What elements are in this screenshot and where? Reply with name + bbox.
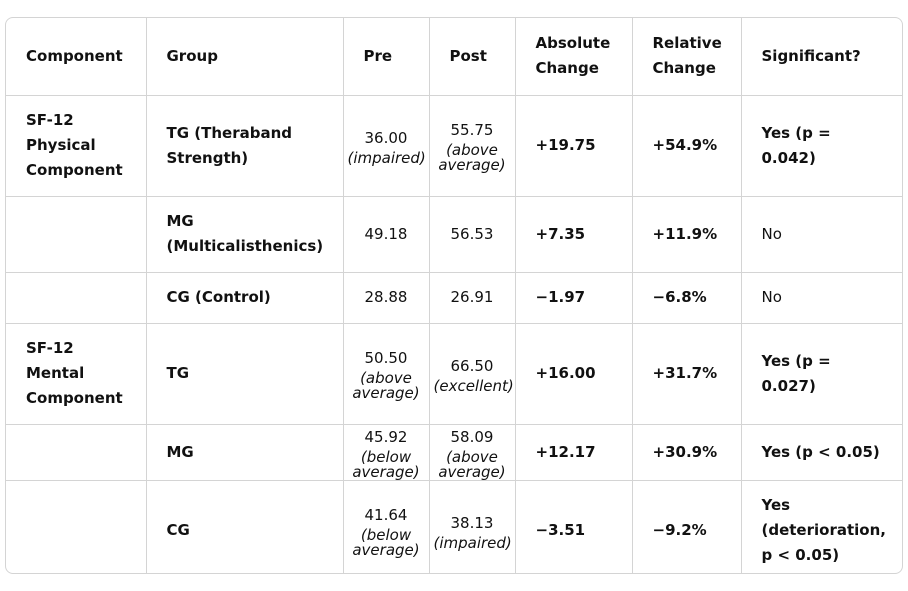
column-header: Component: [6, 18, 147, 96]
pre-cell: 50.50 (above average): [343, 323, 430, 425]
component-cell: [6, 196, 147, 273]
group-cell: MG (Multicalisthenics): [146, 196, 344, 273]
post-value: 58.09: [450, 427, 494, 446]
component-cell: SF-12 Physical Component: [6, 95, 147, 197]
pre-cell: 28.88: [343, 272, 430, 324]
absolute-change: +16.00: [515, 323, 633, 425]
post-value: 56.53: [450, 224, 494, 243]
post-note: (impaired): [433, 533, 512, 552]
table-body: SF-12 Physical Component TG (Theraband St…: [6, 95, 902, 573]
group-cell: CG: [146, 480, 344, 573]
group-cell: TG (Theraband Strength): [146, 95, 344, 197]
post-note: (above average): [438, 447, 506, 481]
table-row: MG 45.92 (below average) 58.09 (above averag…: [6, 424, 902, 481]
group-cell: TG: [146, 323, 344, 425]
post-cell: 26.91: [429, 272, 516, 324]
table-row: MG (Multicalisthenics) 49.18 56.53 +7.35 +11…: [6, 196, 902, 273]
pre-value: 28.88: [364, 288, 408, 306]
component-cell: [6, 480, 147, 573]
relative-change: +30.9%: [632, 424, 742, 481]
post-value: 38.13: [450, 513, 494, 532]
group-cell: MG: [146, 424, 344, 481]
pre-cell: 41.64 (below average): [343, 480, 430, 573]
pre-note: (impaired): [347, 148, 426, 167]
post-cell: 56.53: [429, 196, 516, 273]
post-note: (excellent): [433, 376, 514, 395]
component-cell: [6, 272, 147, 324]
column-header: Post: [429, 18, 516, 96]
table-card: Component Group Pre Post Absolute Change Rela…: [5, 17, 903, 574]
significance: Yes (deterioration, p < 0.05): [761, 496, 886, 565]
significance: No: [741, 272, 902, 324]
absolute-change: +12.17: [515, 424, 633, 481]
absolute-change: −3.51: [515, 480, 633, 573]
component-cell: [6, 424, 147, 481]
table-row: SF-12 Mental Component TG 50.50 (above aver…: [6, 323, 902, 425]
relative-change: +54.9%: [632, 95, 742, 197]
column-header: Relative Change: [632, 18, 742, 96]
post-cell: 58.09 (above average): [429, 424, 516, 481]
post-value: 55.75: [450, 121, 494, 139]
column-header: Significant?: [741, 18, 902, 96]
relative-change: −9.2%: [632, 480, 742, 573]
post-cell: 66.50 (excellent): [429, 323, 516, 425]
pre-note: (below average): [352, 526, 420, 560]
column-header: Group: [146, 18, 344, 96]
absolute-change: +19.75: [515, 95, 633, 197]
column-header: Pre: [343, 18, 430, 96]
pre-value: 50.50: [364, 349, 408, 367]
post-value: 66.50: [450, 356, 494, 375]
post-cell: 55.75 (above average): [429, 95, 516, 197]
post-cell: 38.13 (impaired): [429, 480, 516, 573]
table-row: CG 41.64 (below average) 38.13 (impaired) −3.…: [6, 480, 902, 573]
group-cell: CG (Control): [146, 272, 344, 324]
header-row: Component Group Pre Post Absolute Change Rela…: [6, 18, 902, 96]
significance: Yes (p < 0.05): [741, 424, 902, 481]
pre-note: (above average): [352, 369, 420, 402]
relative-change: +11.9%: [632, 196, 742, 273]
absolute-change: +7.35: [515, 196, 633, 273]
column-header: Absolute Change: [515, 18, 633, 96]
pre-cell: 49.18: [343, 196, 430, 273]
pre-value: 36.00: [364, 128, 408, 147]
pre-value: 45.92: [364, 427, 408, 446]
component: SF-12 Physical Component: [26, 110, 123, 179]
results-table: Component Group Pre Post Absolute Change Rela…: [6, 18, 902, 573]
pre-cell: 36.00 (impaired): [343, 95, 430, 197]
pre-cell: 45.92 (below average): [343, 424, 430, 481]
absolute-change: −1.97: [515, 272, 633, 324]
table-row: CG (Control) 28.88 26.91 −1.97 −6.8% No: [6, 272, 902, 324]
significance: Yes (p = 0.042): [741, 95, 902, 197]
relative-change: −6.8%: [632, 272, 742, 324]
component-cell: SF-12 Mental Component: [6, 323, 147, 425]
post-note: (above average): [438, 141, 506, 174]
component: SF-12 Mental Component: [26, 338, 123, 407]
pre-value: 49.18: [364, 224, 408, 243]
significance: Yes (p = 0.027): [741, 323, 902, 425]
pre-value: 41.64: [364, 506, 408, 525]
pre-note: (below average): [352, 447, 420, 481]
table-row: SF-12 Physical Component TG (Theraband St…: [6, 95, 902, 197]
post-value: 26.91: [450, 288, 494, 306]
significance: No: [741, 196, 902, 273]
relative-change: +31.7%: [632, 323, 742, 425]
